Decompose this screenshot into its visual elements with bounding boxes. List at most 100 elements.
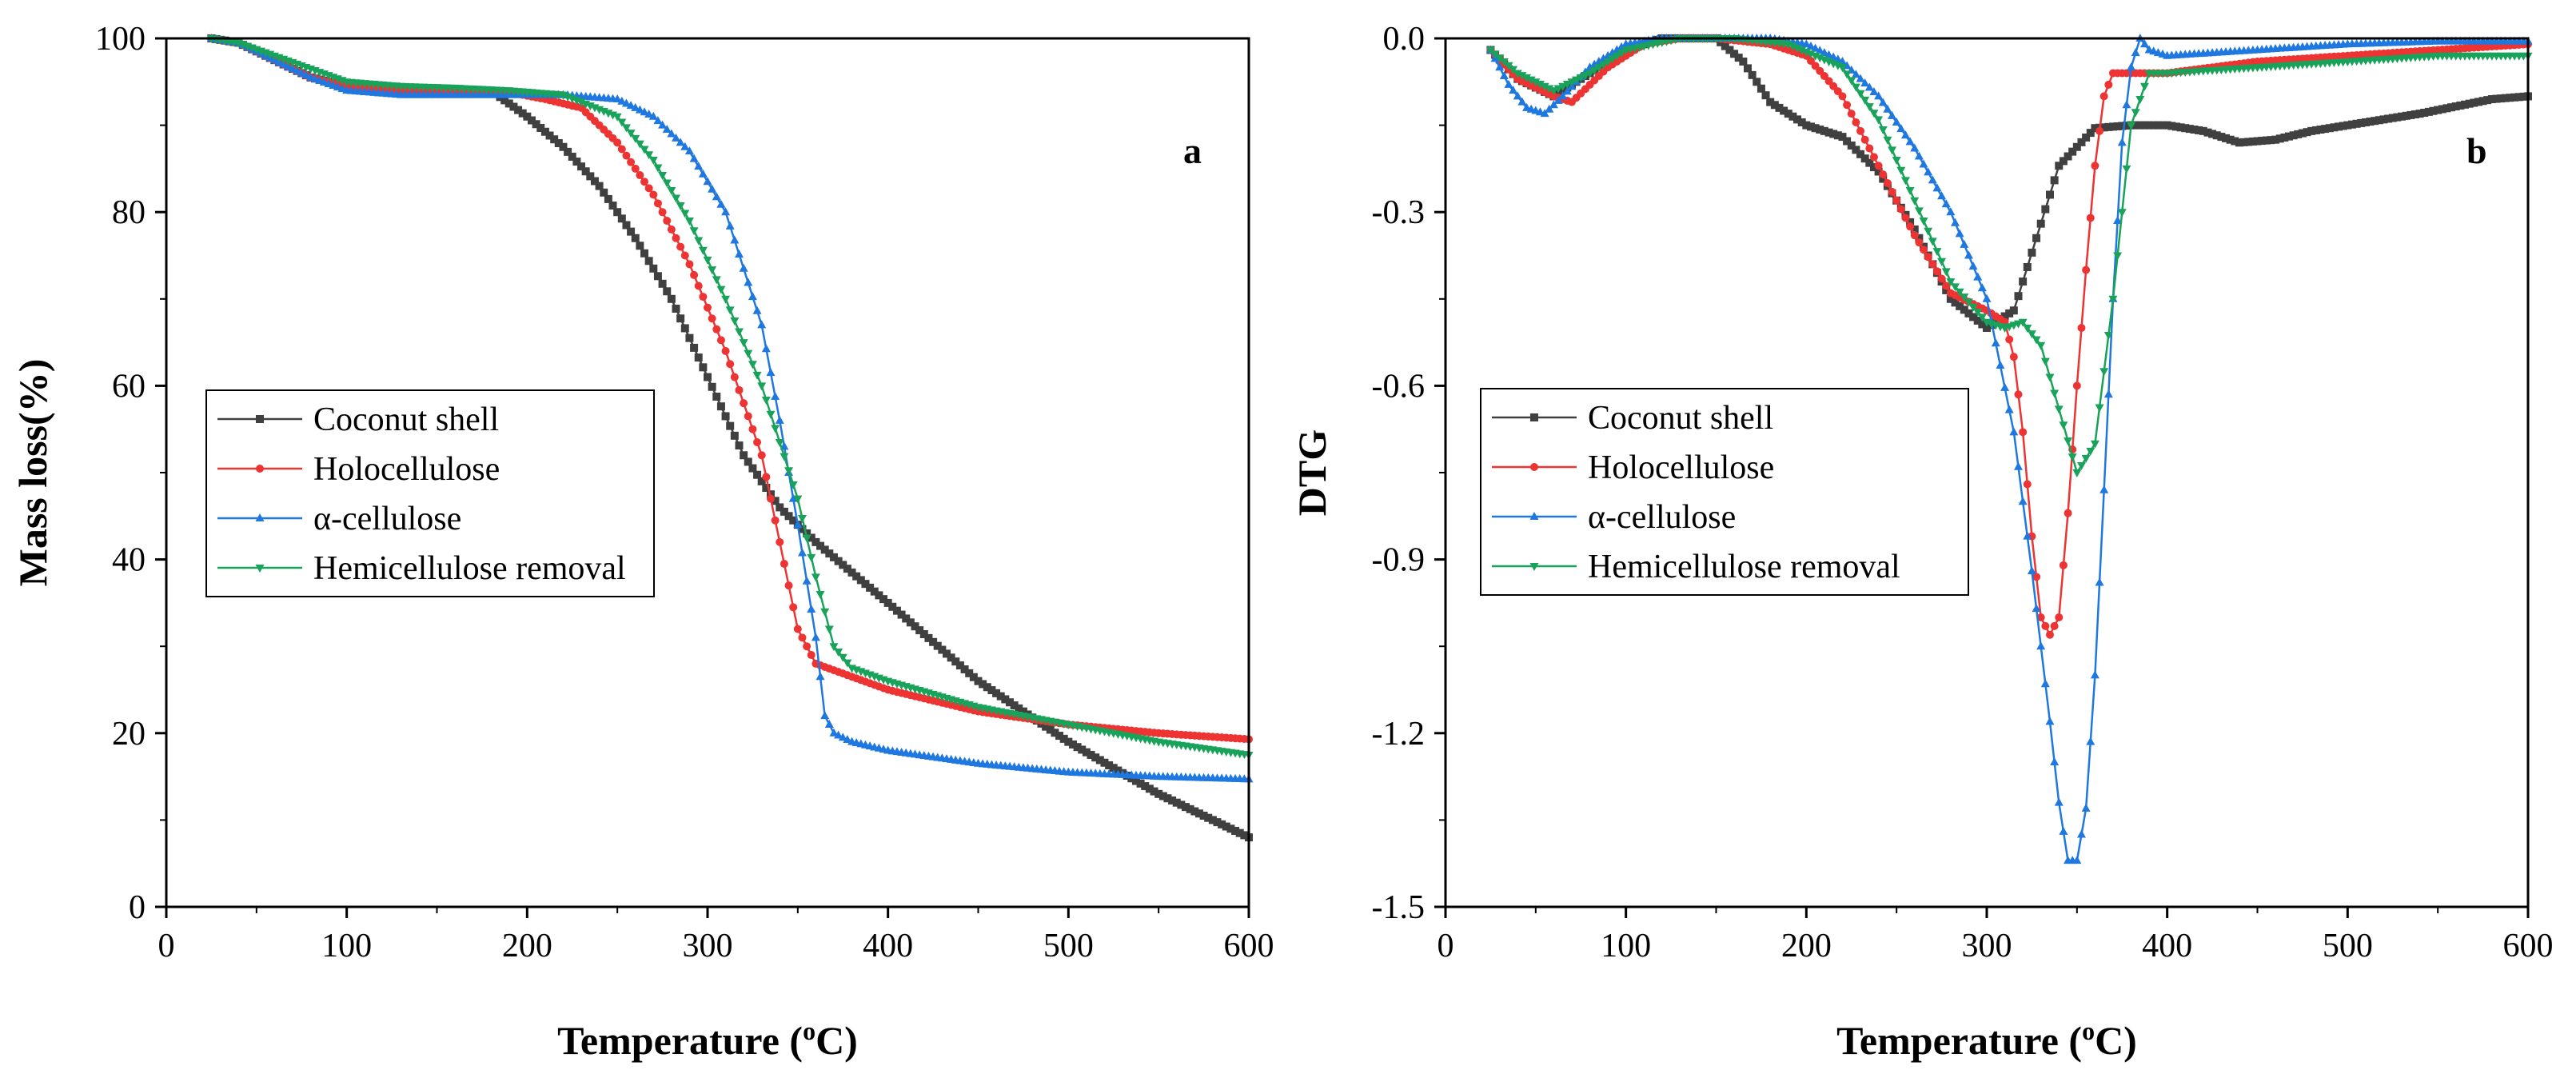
data-point <box>716 199 726 208</box>
legend-item: Hemicellulose removal <box>217 550 626 587</box>
x-tick-label: 0 <box>158 928 175 964</box>
data-point <box>1748 70 1757 79</box>
x-tick-label: 200 <box>502 928 552 964</box>
data-point <box>793 625 802 633</box>
data-point <box>834 648 843 657</box>
data-point <box>1837 64 1847 73</box>
data-point <box>771 425 780 433</box>
data-point <box>2122 100 2131 109</box>
data-point <box>735 385 744 394</box>
data-point <box>653 199 662 208</box>
data-point <box>658 279 667 288</box>
data-point <box>1801 39 1811 48</box>
data-point <box>1869 86 1879 95</box>
y-tick-label: 40 <box>112 542 146 579</box>
panel-b-x-axis-title: Temperature (oC) <box>1836 1016 2137 1063</box>
x-tick-label: 400 <box>2142 928 2192 964</box>
data-point <box>797 515 807 524</box>
panel-b-series <box>1485 34 2533 864</box>
data-point <box>2127 62 2136 71</box>
data-point <box>627 227 636 236</box>
data-point <box>2076 829 2086 838</box>
data-point <box>1937 258 1947 266</box>
data-point <box>771 391 780 400</box>
data-point <box>1856 126 1865 135</box>
data-point <box>1824 50 1834 58</box>
data-point <box>802 576 811 585</box>
data-point <box>748 464 757 473</box>
data-point <box>1843 101 1852 110</box>
data-point <box>2103 332 2113 341</box>
data-point <box>2040 357 2050 366</box>
data-point <box>753 470 762 479</box>
data-point <box>1545 104 1554 113</box>
data-point <box>667 129 676 138</box>
data-point <box>676 314 685 323</box>
data-point <box>1553 95 1563 104</box>
data-point <box>689 227 699 236</box>
data-point <box>2036 641 2046 650</box>
data-point <box>793 520 803 529</box>
data-point <box>2068 453 2077 462</box>
legend-label: Coconut shell <box>313 401 499 438</box>
data-point <box>712 276 721 285</box>
data-point <box>807 553 816 562</box>
data-point <box>1499 71 1509 80</box>
data-point <box>2103 389 2113 398</box>
data-point <box>775 415 784 424</box>
data-point <box>2055 613 2064 621</box>
data-point <box>753 437 762 446</box>
data-point <box>1900 130 1910 139</box>
data-point <box>1910 197 1920 206</box>
data-point <box>1896 124 1906 133</box>
data-point <box>635 105 644 114</box>
data-point <box>2045 717 2055 725</box>
data-point <box>704 373 712 381</box>
data-point <box>649 190 658 199</box>
data-point <box>708 266 717 275</box>
data-point <box>672 305 680 313</box>
data-point <box>1924 253 1932 262</box>
data-point <box>716 285 726 294</box>
data-point <box>604 194 612 203</box>
panel-a-label: a <box>1183 130 1202 171</box>
y-tick-label: -1.5 <box>1372 889 1426 926</box>
data-point <box>1549 100 1558 109</box>
data-point <box>1522 74 1532 82</box>
data-point <box>2023 325 2032 333</box>
data-point <box>644 151 654 160</box>
legend-swatch-marker <box>1530 463 1538 471</box>
data-point <box>1892 157 1901 166</box>
data-point <box>1526 76 1536 85</box>
data-point <box>1905 137 1915 146</box>
data-point <box>631 102 640 111</box>
data-point <box>2086 737 2095 745</box>
data-point <box>748 361 757 369</box>
data-point <box>734 250 744 258</box>
data-point <box>2050 389 2060 398</box>
data-point <box>1576 74 1585 82</box>
data-point <box>2099 92 2108 101</box>
data-point <box>752 371 762 380</box>
data-point <box>1811 43 1820 52</box>
data-point <box>2081 454 2091 463</box>
data-point <box>1955 229 1964 238</box>
y-tick-label: 0.0 <box>1383 21 1426 58</box>
data-point <box>1964 298 1973 307</box>
data-point <box>2023 480 2032 489</box>
data-point <box>644 110 654 118</box>
series-coconut-shell <box>1486 34 2532 332</box>
data-point <box>612 113 622 122</box>
legend-label: Hemicellulose removal <box>1588 549 1900 585</box>
data-point <box>2054 797 2064 806</box>
data-point <box>1815 46 1824 54</box>
data-point <box>2000 382 2010 391</box>
data-point <box>2041 621 2050 630</box>
data-point <box>2036 613 2045 621</box>
data-point <box>1856 74 1865 82</box>
data-point <box>2113 216 2123 225</box>
data-point <box>1900 177 1910 186</box>
data-point <box>1558 82 1568 91</box>
data-point <box>843 659 852 668</box>
data-point <box>2005 335 2014 344</box>
